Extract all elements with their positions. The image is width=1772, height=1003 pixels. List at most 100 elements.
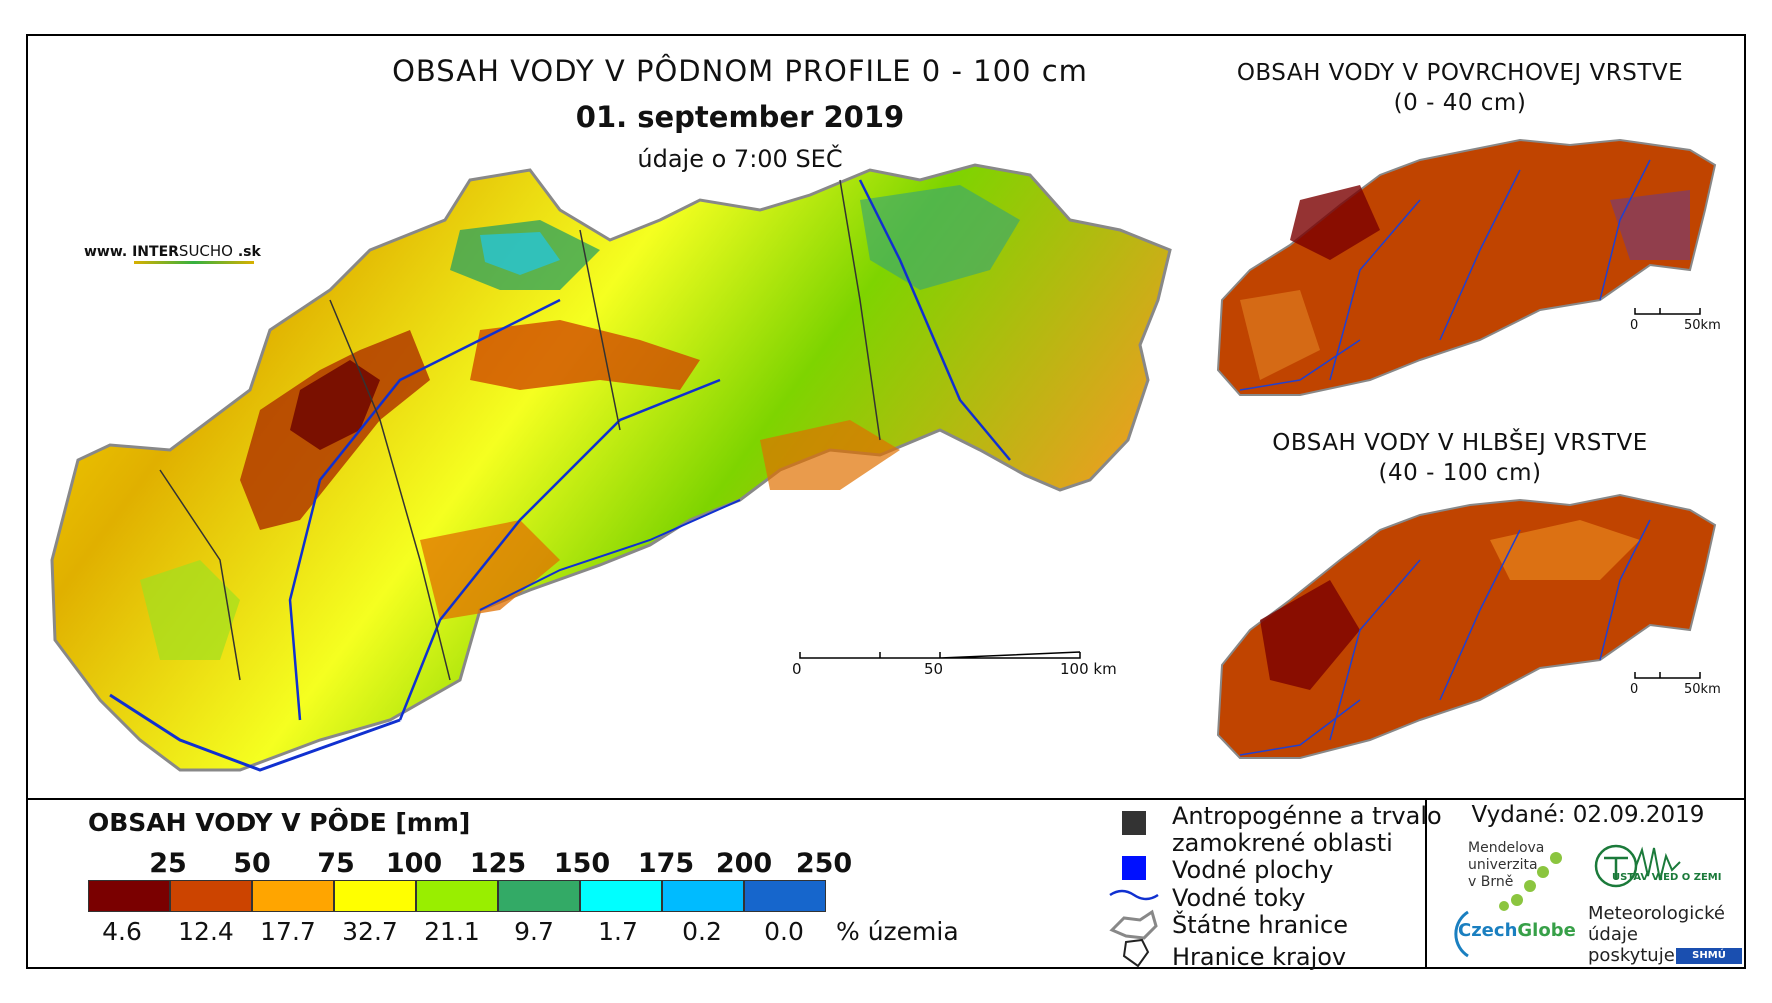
meteo-line1: Meteorologické	[1588, 903, 1725, 924]
rivers-label: Vodné toky	[1172, 884, 1306, 912]
inset-top-rivers	[1239, 159, 1651, 391]
legend-swatch	[580, 880, 662, 912]
legend-bound: 100	[385, 848, 443, 879]
mendel-dots	[1499, 852, 1562, 911]
inset-top-title-line2: (0 - 40 cm)	[1393, 90, 1527, 116]
legend-percent: 1.7	[598, 917, 638, 946]
legend-bound: 75	[317, 848, 355, 879]
legend-unit: % územia	[836, 917, 959, 946]
state-border-label: Štátne hranice	[1172, 911, 1348, 939]
date-label: 01. september 2019	[575, 100, 905, 134]
legend-bound: 250	[795, 848, 853, 879]
website-underline	[134, 261, 254, 264]
meteo-line2: údaje	[1588, 924, 1638, 945]
legend-percent: 17.7	[260, 917, 316, 946]
main-scale-bar	[799, 651, 1081, 659]
legend-swatch	[252, 880, 334, 912]
legend-bound: 200	[715, 848, 773, 879]
water-bodies-swatch	[1122, 856, 1146, 880]
region-border-label: Hranice krajov	[1172, 943, 1347, 971]
anthropogenic-swatch	[1122, 811, 1146, 835]
inset-bottom-rivers	[1239, 519, 1651, 756]
legend-bound: 125	[469, 848, 527, 879]
issued-date: Vydané: 02.09.2019	[1471, 802, 1705, 828]
inset-bottom-dark	[1260, 580, 1360, 690]
legend-swatch	[170, 880, 252, 912]
anthropogenic-label-1: Antropogénne a trvalo	[1172, 802, 1442, 830]
meteo-line3: poskytuje:	[1588, 945, 1681, 966]
rivers-symbol	[1109, 889, 1159, 901]
river-hron	[398, 378, 721, 721]
inset-top-title-line1: OBSAH VODY V POVRCHOVEJ VRSTVE	[1236, 60, 1684, 86]
main-title: OBSAH VODY V PÔDNOM PROFILE 0 - 100 cm	[392, 54, 1088, 88]
inset-top-orange	[1240, 290, 1320, 380]
region-border-symbol	[1122, 938, 1150, 968]
green-zone-southwest	[140, 560, 240, 660]
meteo-provider: Meteorologické údaje poskytuje:	[1588, 903, 1725, 966]
state-border-symbol	[1109, 909, 1158, 940]
legend-percent: 4.6	[102, 917, 142, 946]
ustav-logo	[1594, 844, 1681, 888]
inset-bottom-scale-tick: 0	[1630, 682, 1639, 697]
czechglobe-globe: Globe	[1517, 920, 1576, 941]
legend-divider	[26, 798, 1746, 800]
issued-divider	[1425, 798, 1427, 969]
main-scale-tick: 100 km	[1060, 660, 1117, 678]
mendel-line3: v Brně	[1468, 874, 1514, 890]
inset-top-scale-tick: 0	[1630, 318, 1639, 333]
main-map-shape	[50, 163, 1172, 772]
wet-zone-east	[860, 185, 1020, 290]
inset-bottom-scale-tick: 50km	[1684, 682, 1721, 697]
inset-top-purple	[1610, 190, 1690, 260]
website-suffix: .sk	[232, 244, 261, 260]
legend-swatch	[498, 880, 580, 912]
mendel-line1: Mendelova	[1468, 840, 1545, 856]
website-mid: SUCHO	[178, 242, 233, 260]
inset-bottom-scale-bar	[1634, 672, 1701, 679]
legend-bound: 50	[233, 848, 271, 879]
legend-title: OBSAH VODY V PÔDE [mm]	[88, 808, 471, 837]
legend-swatch	[744, 880, 826, 912]
inset-bottom-orange	[1490, 520, 1640, 580]
legend-percent: 9.7	[514, 917, 554, 946]
legend-bound: 150	[553, 848, 611, 879]
river-danube	[109, 693, 401, 772]
main-scale-tick: 0	[792, 660, 802, 678]
dry-zone-center	[470, 320, 700, 390]
inset-bottom-title: OBSAH VODY V HLBŠEJ VRSTVE (40 - 100 cm)	[1210, 428, 1710, 488]
wet-zone-cyan	[480, 232, 560, 275]
inset-bottom-title-line1: OBSAH VODY V HLBŠEJ VRSTVE	[1272, 430, 1648, 456]
main-scale-tick: 50	[924, 660, 944, 678]
czechglobe-czech: Czech	[1458, 920, 1518, 941]
legend-bound: 175	[637, 848, 695, 879]
river-ipel	[479, 499, 741, 611]
water-bodies-label: Vodné plochy	[1172, 856, 1334, 884]
ustav-logo-text: ÚSTAV VIED O ZEMI	[1612, 872, 1722, 883]
shmu-logo: SHMÚ	[1676, 948, 1742, 964]
dry-zone-southeast	[760, 420, 900, 490]
time-note: údaje o 7:00 SEČ	[637, 145, 843, 173]
website-prefix: www. INTER	[84, 244, 179, 260]
dry-zone-core	[290, 360, 380, 450]
legend-bound: 25	[149, 848, 187, 879]
inset-top-scale-tick: 50km	[1684, 318, 1721, 333]
inset-bottom-map	[1216, 493, 1717, 759]
inset-top-title: OBSAH VODY V POVRCHOVEJ VRSTVE (0 - 40 c…	[1210, 58, 1710, 118]
legend-percent: 0.0	[764, 917, 804, 946]
inset-top-dark	[1290, 185, 1380, 260]
inset-bottom-title-line2: (40 - 100 cm)	[1378, 460, 1542, 486]
legend-swatch	[416, 880, 498, 912]
region-border	[159, 179, 881, 681]
anthropogenic-label-2: zamokrené oblasti	[1172, 829, 1393, 857]
inset-top-scale-bar	[1634, 308, 1701, 315]
czechglobe-arc	[1454, 910, 1469, 958]
inset-top-map	[1216, 138, 1717, 396]
legend-percent: 0.2	[682, 917, 722, 946]
website-label: www. INTERSUCHO .sk	[84, 242, 261, 264]
legend-percent: 32.7	[342, 917, 398, 946]
river-vah	[288, 298, 561, 721]
legend-swatch	[334, 880, 416, 912]
legend-percent: 12.4	[178, 917, 234, 946]
dry-zone-south	[420, 520, 560, 620]
